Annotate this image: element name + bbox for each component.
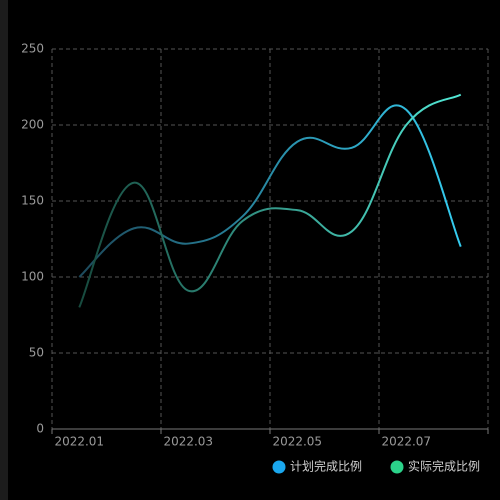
side-strip <box>0 0 8 500</box>
legend-label: 计划完成比例 <box>290 459 362 474</box>
x-tick-label: 2022.03 <box>163 435 213 449</box>
series-line <box>78 93 462 308</box>
y-tick-label: 50 <box>29 346 44 360</box>
legend-label: 实际完成比例 <box>408 459 480 474</box>
x-tick-label: 2022.01 <box>54 435 104 449</box>
x-tick-label: 2022.07 <box>381 435 431 449</box>
y-tick-label: 250 <box>21 42 44 56</box>
legend-marker <box>390 460 404 474</box>
legend-marker <box>272 460 286 474</box>
y-tick-label: 200 <box>21 118 44 132</box>
x-tick-label: 2022.05 <box>272 435 322 449</box>
series-line <box>78 104 462 278</box>
y-tick-label: 100 <box>21 270 44 284</box>
y-tick-label: 150 <box>21 194 44 208</box>
y-tick-label: 0 <box>36 422 44 436</box>
